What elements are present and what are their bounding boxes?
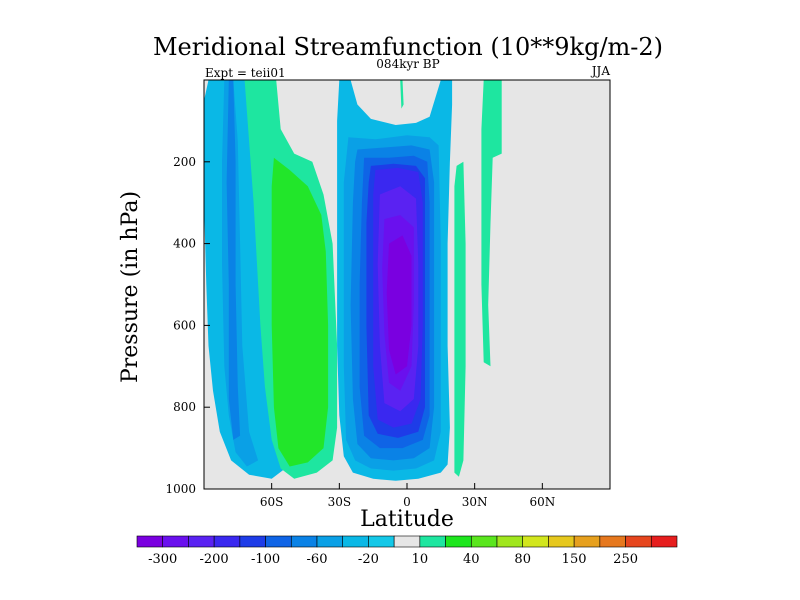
y-tick-label: 200 <box>173 155 196 169</box>
colorbar-swatch <box>239 535 266 548</box>
colorbar-swatch <box>548 535 575 548</box>
y-tick-label: 400 <box>173 237 196 251</box>
y-axis-label: Pressure (in hPa) <box>118 191 143 383</box>
colorbar-swatch <box>162 535 189 548</box>
subtitle-right: JJA <box>590 64 611 78</box>
plot-area: 60S 30S 0 30N 60N 200 400 600 800 1000 <box>165 79 611 509</box>
colorbar-label: 80 <box>514 552 531 567</box>
colorbar-label: 40 <box>463 552 480 567</box>
chart-title: Meridional Streamfunction (10**9kg/m-2) <box>153 33 663 61</box>
colorbar-swatch <box>445 535 472 548</box>
colorbar-label: -200 <box>199 552 228 567</box>
colorbar-swatch <box>368 535 395 548</box>
colorbar-swatch <box>599 535 626 548</box>
x-axis-label: Latitude <box>360 507 454 532</box>
colorbar-swatch <box>316 535 344 548</box>
colorbar-label: -20 <box>358 552 379 567</box>
colorbar-swatch <box>290 535 318 548</box>
colorbar-label: -100 <box>251 552 280 567</box>
colorbar-swatch <box>522 535 549 548</box>
colorbar-swatch <box>188 535 215 548</box>
colorbar-swatch <box>342 535 369 548</box>
colorbar-swatch <box>136 535 164 548</box>
y-axis-ticks: 200 400 600 800 1000 <box>165 155 210 496</box>
contour-equator-green-streak <box>400 80 404 109</box>
colorbar-label: -60 <box>307 552 328 567</box>
colorbar-swatch <box>265 535 292 548</box>
x-tick-label: 0 <box>403 495 411 509</box>
y-tick-label: 600 <box>173 318 196 332</box>
contour-southern-green-core <box>271 157 329 467</box>
colorbar-label: 10 <box>412 552 429 567</box>
x-tick-label: 60S <box>260 495 284 509</box>
subtitle-left: Expt = teii01 <box>205 66 286 80</box>
colorbar-label: 150 <box>562 552 587 567</box>
colorbar-swatch <box>419 535 446 548</box>
contour-northern-green-streak <box>454 161 466 477</box>
colorbar-label: 250 <box>613 552 638 567</box>
colorbar-swatch <box>650 535 678 548</box>
colorbar: -300 -200 -100 -60 -20 10 40 80 150 250 <box>136 535 678 567</box>
colorbar-label: -300 <box>148 552 177 567</box>
y-tick-label: 800 <box>173 400 196 414</box>
x-tick-label: 30S <box>328 495 352 509</box>
x-axis-ticks: 60S 30S 0 30N 60N <box>260 483 555 509</box>
colorbar-swatch <box>393 535 421 548</box>
colorbar-swatch <box>625 535 652 548</box>
contour-regions <box>204 80 502 481</box>
colorbar-swatch <box>573 535 601 548</box>
subtitle-center: 084kyr BP <box>376 57 439 71</box>
colorbar-swatch <box>470 535 498 548</box>
contour-southern-blue-core <box>226 80 241 440</box>
colorbar-swatch <box>496 535 524 548</box>
colorbar-swatch <box>213 535 241 548</box>
x-tick-label: 30N <box>462 495 488 509</box>
y-tick-label: 1000 <box>165 482 196 496</box>
x-tick-label: 60N <box>529 495 555 509</box>
contour-northern-green-tail <box>485 80 489 154</box>
contour-hadley-cell-8 <box>386 235 412 375</box>
